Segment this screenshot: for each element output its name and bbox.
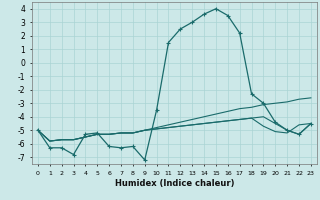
X-axis label: Humidex (Indice chaleur): Humidex (Indice chaleur) [115, 179, 234, 188]
